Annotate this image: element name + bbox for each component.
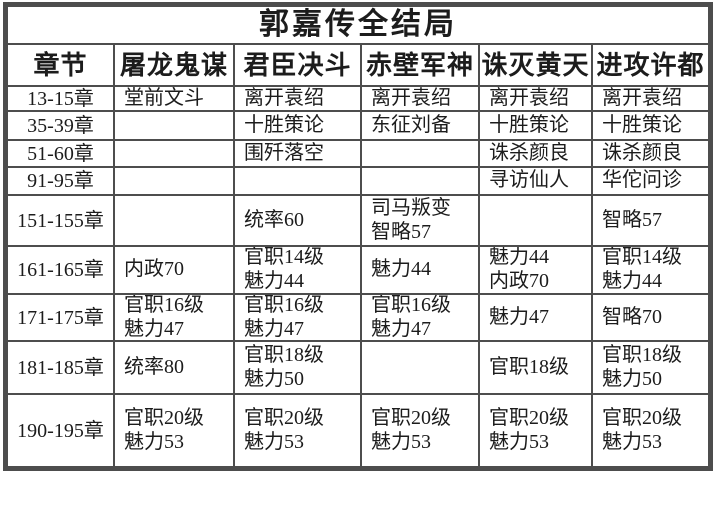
chapter-cell: 171-175章 <box>8 295 115 342</box>
data-cell: 离开袁绍 <box>235 87 362 112</box>
chapter-cell: 35-39章 <box>8 112 115 141</box>
data-cell: 官职18级 <box>480 342 593 395</box>
chapter-cell: 91-95章 <box>8 168 115 196</box>
data-cell: 围歼落空 <box>235 141 362 168</box>
data-cell: 统率60 <box>235 196 362 247</box>
data-cell: 官职18级 魅力50 <box>593 342 708 395</box>
data-cell <box>362 141 480 168</box>
data-cell: 魅力44 内政70 <box>480 247 593 295</box>
data-cell: 司马叛变 智略57 <box>362 196 480 247</box>
chapter-cell: 181-185章 <box>8 342 115 395</box>
data-cell: 智略70 <box>593 295 708 342</box>
column-header-ending-1: 屠龙鬼谋 <box>115 45 235 87</box>
data-cell: 官职20级 魅力53 <box>593 395 708 466</box>
data-cell: 官职20级 魅力53 <box>235 395 362 466</box>
data-cell <box>115 196 235 247</box>
data-cell: 官职16级 魅力47 <box>115 295 235 342</box>
table-title: 郭嘉传全结局 <box>8 7 708 45</box>
data-cell: 智略57 <box>593 196 708 247</box>
data-cell: 诛杀颜良 <box>480 141 593 168</box>
data-cell <box>480 196 593 247</box>
data-cell: 离开袁绍 <box>593 87 708 112</box>
data-cell: 十胜策论 <box>235 112 362 141</box>
data-cell: 官职16级 魅力47 <box>235 295 362 342</box>
endings-table: 郭嘉传全结局 章节 屠龙鬼谋 君臣决斗 赤壁军神 诛灭黄天 进攻许都 13-15… <box>8 7 708 466</box>
data-cell: 官职20级 魅力53 <box>362 395 480 466</box>
data-cell: 统率80 <box>115 342 235 395</box>
data-cell: 堂前文斗 <box>115 87 235 112</box>
data-cell: 诛杀颜良 <box>593 141 708 168</box>
endings-table-frame: 郭嘉传全结局 章节 屠龙鬼谋 君臣决斗 赤壁军神 诛灭黄天 进攻许都 13-15… <box>3 2 713 471</box>
data-cell <box>115 168 235 196</box>
data-cell: 寻访仙人 <box>480 168 593 196</box>
data-cell <box>362 168 480 196</box>
column-header-ending-5: 进攻许都 <box>593 45 708 87</box>
chapter-cell: 190-195章 <box>8 395 115 466</box>
data-cell: 官职14级 魅力44 <box>235 247 362 295</box>
data-cell: 魅力44 <box>362 247 480 295</box>
data-cell: 官职14级 魅力44 <box>593 247 708 295</box>
column-header-ending-4: 诛灭黄天 <box>480 45 593 87</box>
data-cell: 内政70 <box>115 247 235 295</box>
data-cell <box>115 141 235 168</box>
data-cell <box>362 342 480 395</box>
chapter-cell: 161-165章 <box>8 247 115 295</box>
data-cell: 官职20级 魅力53 <box>480 395 593 466</box>
data-cell: 官职18级 魅力50 <box>235 342 362 395</box>
column-header-ending-2: 君臣决斗 <box>235 45 362 87</box>
data-cell: 魅力47 <box>480 295 593 342</box>
data-cell: 官职16级 魅力47 <box>362 295 480 342</box>
chapter-cell: 13-15章 <box>8 87 115 112</box>
data-cell <box>235 168 362 196</box>
data-cell <box>115 112 235 141</box>
data-cell: 离开袁绍 <box>480 87 593 112</box>
chapter-cell: 151-155章 <box>8 196 115 247</box>
column-header-chapter: 章节 <box>8 45 115 87</box>
chapter-cell: 51-60章 <box>8 141 115 168</box>
data-cell: 华佗问诊 <box>593 168 708 196</box>
column-header-ending-3: 赤壁军神 <box>362 45 480 87</box>
data-cell: 十胜策论 <box>593 112 708 141</box>
data-cell: 离开袁绍 <box>362 87 480 112</box>
data-cell: 官职20级 魅力53 <box>115 395 235 466</box>
data-cell: 东征刘备 <box>362 112 480 141</box>
data-cell: 十胜策论 <box>480 112 593 141</box>
